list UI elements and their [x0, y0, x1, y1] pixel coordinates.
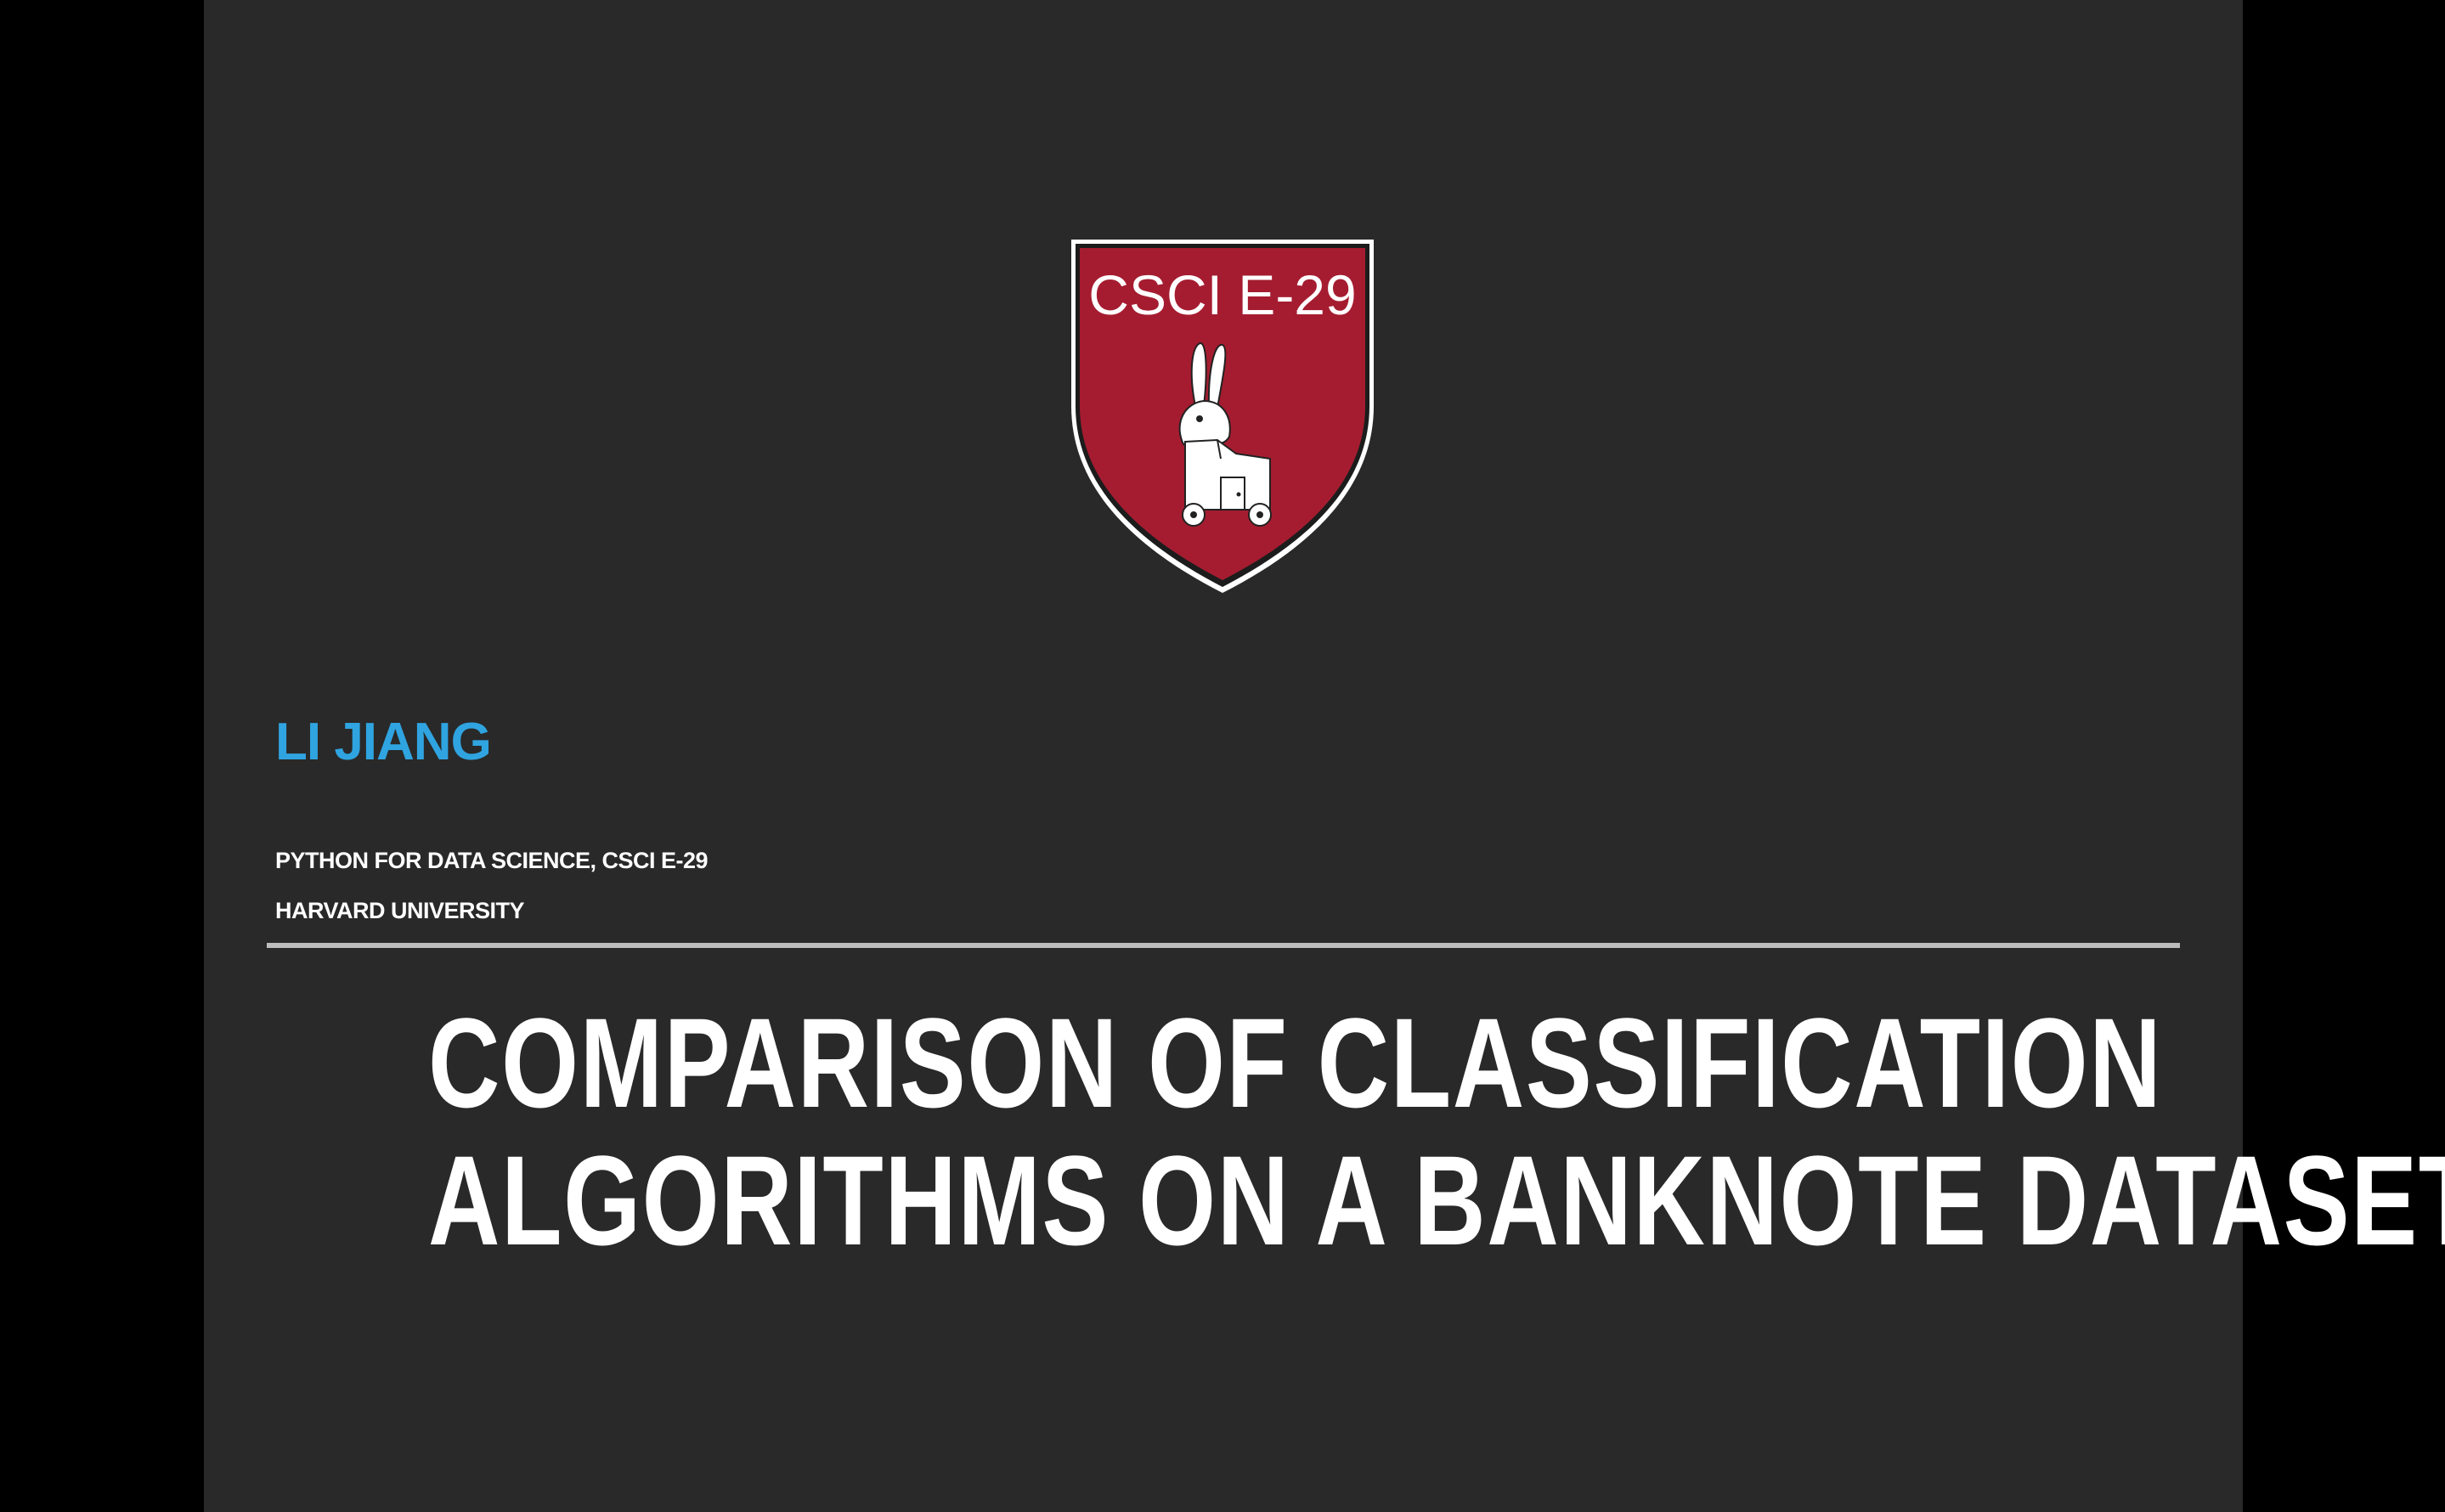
author-name: LI JIANG: [275, 713, 492, 771]
title-line-1: COMPARISON OF CLASSIFICATION: [428, 991, 2163, 1134]
title-line-2: ALGORITHMS ON A BANKNOTE DATASET: [428, 1129, 2445, 1272]
slide-title: COMPARISON OF CLASSIFICATION ALGORITHMS …: [204, 991, 2445, 1272]
divider-line: [267, 943, 2180, 948]
csci-e29-shield-icon: CSCI E-29: [1068, 236, 1377, 596]
svg-text:CSCI E-29: CSCI E-29: [1088, 263, 1356, 326]
institution-name: HARVARD UNIVERSITY: [275, 898, 525, 923]
course-name: PYTHON FOR DATA SCIENCE, CSCI E-29: [275, 848, 709, 873]
title-slide: CSCI E-29 LI JIANG PYTHON: [204, 0, 2445, 1512]
